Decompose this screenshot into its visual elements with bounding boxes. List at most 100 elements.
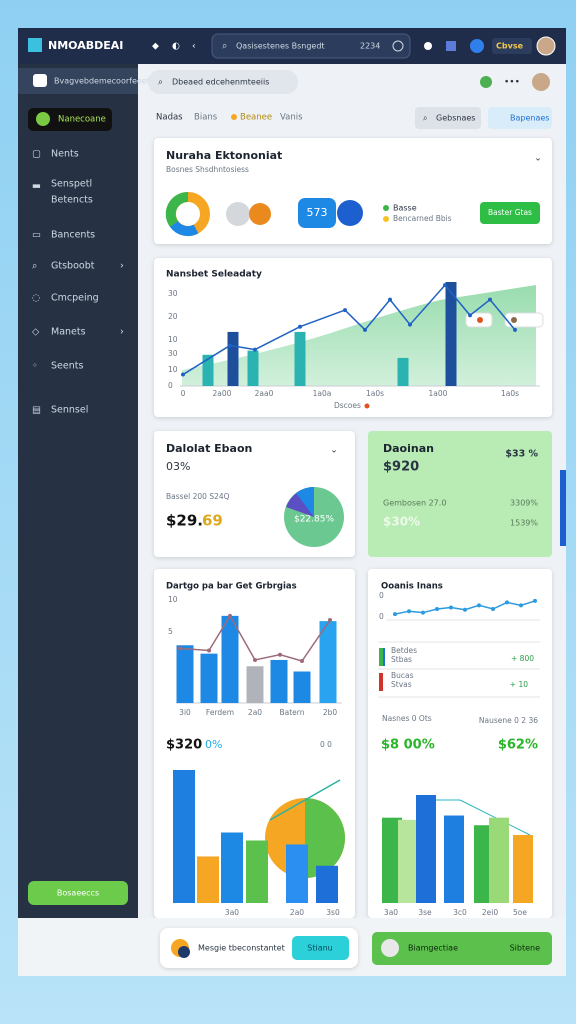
- point: [278, 652, 282, 657]
- x-label: 2a0: [248, 708, 262, 717]
- nav-list: ▢ Nents ▬ Senspetl Betencts ▭ Bancents ⌕ Gts…: [32, 149, 124, 416]
- icon[interactable]: [424, 42, 432, 50]
- y-label: 0: [379, 612, 384, 621]
- badge[interactable]: [492, 38, 532, 54]
- message-button[interactable]: [292, 936, 349, 960]
- svg-text:›: ›: [120, 261, 124, 272]
- avatar[interactable]: [532, 73, 550, 91]
- nav-item[interactable]: Nents: [51, 149, 79, 160]
- card-title: Nansbet Seleadaty: [166, 270, 262, 280]
- point: [253, 347, 257, 352]
- main-search[interactable]: [148, 70, 298, 94]
- point: [300, 659, 304, 663]
- svg-text:▤: ▤: [32, 405, 41, 416]
- value: $8 00%: [381, 738, 435, 753]
- svg-text:▢: ▢: [32, 149, 41, 160]
- point: [513, 327, 517, 332]
- svg-text:▭: ▭: [32, 230, 41, 241]
- search-text: Qasisestenes Bsngedt: [236, 42, 325, 51]
- svg-text:◦: ◦: [32, 361, 38, 372]
- nav-item[interactable]: Betencts: [51, 195, 93, 206]
- nav-item[interactable]: Gtsboobt: [51, 261, 95, 272]
- nav-icon[interactable]: ‹: [192, 42, 196, 52]
- svg-text:›: ›: [120, 327, 124, 338]
- icon[interactable]: [480, 76, 492, 88]
- sub-amount: $30%: [383, 515, 420, 529]
- point: [435, 607, 439, 611]
- search-box[interactable]: [211, 33, 411, 59]
- overview-button[interactable]: [480, 202, 540, 224]
- point: [449, 605, 453, 610]
- x-label: 1a0a: [313, 389, 332, 398]
- menu-icon[interactable]: •••: [504, 78, 520, 88]
- nav-icon[interactable]: ◐: [172, 42, 180, 52]
- action-label: Bapenaes: [510, 114, 549, 123]
- contact-name: Biamgectiae: [408, 944, 458, 953]
- nav-item[interactable]: Senspetl: [51, 179, 92, 190]
- bar: [176, 645, 194, 703]
- bar: [294, 331, 306, 386]
- chevron[interactable]: ⌄: [534, 154, 542, 164]
- y-label: 0: [168, 381, 173, 390]
- pill[interactable]: [298, 198, 336, 228]
- note: Nasnes 0 Ots: [382, 714, 432, 723]
- point: [443, 283, 447, 288]
- svg-text:◇: ◇: [32, 327, 40, 338]
- rate: $33 %: [505, 449, 538, 460]
- icon[interactable]: [470, 39, 484, 53]
- sidebar-button[interactable]: [28, 881, 128, 905]
- pill-value: 573: [307, 206, 328, 219]
- icon[interactable]: [446, 41, 456, 51]
- x-label: 1a00: [429, 389, 448, 398]
- point: [181, 372, 185, 377]
- pie-label: $22.85%: [294, 515, 334, 525]
- point: [477, 603, 481, 608]
- x-label: 2a0: [290, 908, 304, 917]
- small-label: 0 0: [320, 740, 332, 749]
- bar: [445, 282, 457, 386]
- tab[interactable]: Vanis: [280, 113, 303, 123]
- action-button[interactable]: [488, 107, 552, 129]
- point: [533, 598, 537, 603]
- point: [343, 308, 347, 313]
- line: [182, 283, 516, 376]
- nav-item[interactable]: Seents: [51, 361, 83, 372]
- nav-item[interactable]: Manets: [51, 327, 86, 338]
- bar: [221, 832, 243, 903]
- bar: [293, 671, 311, 703]
- nav-item[interactable]: Bancents: [51, 230, 95, 241]
- nav-icon[interactable]: ◆: [152, 42, 159, 52]
- legend-entry: Dscoes: [334, 401, 361, 410]
- nav-item[interactable]: Sennsel: [51, 405, 88, 416]
- row-label: Betdes: [391, 646, 417, 655]
- note-value: 3309%: [510, 499, 538, 508]
- bar: [489, 817, 509, 903]
- search-icon: ⌕: [158, 78, 163, 88]
- tab[interactable]: Beanee: [240, 113, 272, 123]
- card-subtitle: Bosnes Shsdhntosiess: [166, 165, 249, 174]
- bar: [200, 653, 218, 703]
- point: [421, 610, 425, 615]
- search-button[interactable]: [392, 40, 404, 52]
- bar: [382, 817, 402, 903]
- tab[interactable]: Nadas: [156, 113, 183, 123]
- point: [328, 618, 332, 623]
- bar: [444, 815, 464, 903]
- avatar[interactable]: [536, 36, 556, 56]
- bar: [202, 354, 214, 386]
- note: Nausene 0 2 36: [479, 716, 538, 725]
- active-item[interactable]: [28, 108, 112, 131]
- bar: [316, 865, 338, 903]
- filter-label: Gebsnaes: [436, 114, 475, 123]
- tab[interactable]: Bians: [194, 113, 218, 123]
- filter-button[interactable]: [415, 107, 481, 129]
- x-label: 0: [181, 389, 186, 398]
- overview-button-label: Baster Gtas: [488, 208, 532, 217]
- point: [408, 322, 412, 327]
- contact-bar[interactable]: [372, 932, 552, 965]
- point: [363, 327, 367, 332]
- chevron[interactable]: ⌄: [330, 446, 338, 456]
- legend-entry: Basse: [393, 204, 417, 213]
- nav-item[interactable]: Cmcpeing: [51, 293, 99, 304]
